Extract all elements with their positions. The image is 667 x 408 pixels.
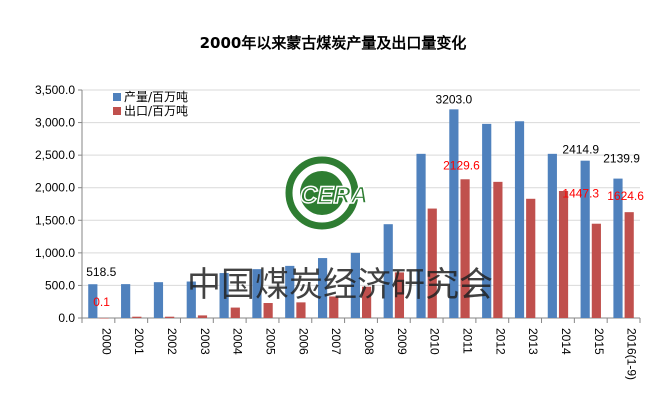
x-tick-label: 2005 — [264, 328, 278, 355]
y-tick-label: 1,000.0 — [35, 246, 75, 260]
legend-label: 出口/百万吨 — [124, 104, 188, 118]
bar-production — [449, 109, 459, 318]
bar-export — [263, 303, 273, 318]
bar-export — [526, 198, 536, 318]
bar-production — [580, 160, 590, 318]
data-label: 3203.0 — [436, 92, 473, 106]
x-tick-label: 2009 — [395, 328, 409, 355]
bar-production — [88, 284, 98, 318]
x-tick-label: 2010 — [428, 328, 442, 355]
x-tick-label: 2008 — [362, 328, 376, 355]
bar-export — [296, 302, 306, 318]
bars — [88, 109, 634, 319]
bar-export — [99, 317, 109, 319]
bar-export — [591, 223, 601, 318]
y-tick-label: 2,000.0 — [35, 181, 75, 195]
bar-production — [252, 269, 262, 318]
bar-export — [132, 316, 142, 318]
axes: 0.0 500.0 1,000.0 1,500.0 2,000.0 2,500.0 3,00… — [35, 83, 641, 380]
data-label: 1447.3 — [562, 187, 599, 201]
watermark: CERA 中国煤炭经济研究会 — [187, 156, 493, 305]
bar-production — [285, 265, 295, 318]
x-tick-label: 2002 — [165, 328, 179, 355]
bar-export — [558, 190, 569, 318]
data-label: 2139.9 — [603, 152, 640, 166]
data-labels: 518.5 0.1 3203.0 2129.6 2414.9 1447.3 2139.9 16… — [86, 92, 644, 309]
bar-production — [350, 252, 360, 318]
bar-export — [197, 315, 208, 318]
y-tick-label: 2,500.0 — [35, 148, 75, 162]
data-label: 2129.6 — [443, 158, 480, 172]
x-tick-label: 2006 — [296, 328, 310, 355]
watermark-text: 中国煤炭经济研究会 — [187, 265, 493, 305]
bar-production — [383, 224, 393, 318]
x-tick-label: 2007 — [329, 328, 343, 355]
bar-export — [394, 272, 405, 318]
x-tick-label: 2015 — [592, 328, 606, 355]
bar-production — [219, 273, 229, 318]
bar-export — [427, 208, 437, 318]
bar-production — [186, 281, 196, 318]
data-label: 2414.9 — [562, 143, 599, 157]
bar-export — [329, 296, 339, 318]
chart-title: 2000年以来蒙古煤炭产量及出口量变化 — [200, 34, 467, 52]
bar-export — [362, 286, 372, 318]
bar-export — [624, 212, 634, 318]
legend-swatch — [113, 93, 121, 101]
bar-export — [493, 181, 503, 318]
x-tick-label: 2001 — [132, 328, 146, 355]
bar-production — [121, 284, 131, 318]
bar-production — [514, 121, 525, 318]
y-tick-label: 0.0 — [58, 311, 75, 325]
bar-production — [482, 123, 492, 318]
bar-export — [165, 316, 175, 318]
y-tick-label: 3,000.0 — [35, 116, 75, 130]
bar-production — [416, 153, 426, 318]
bar-production — [153, 282, 164, 318]
legend-swatch — [113, 107, 121, 115]
x-tick-label: 2013 — [526, 328, 540, 355]
bar-export — [460, 179, 470, 318]
x-tick-label: 2004 — [231, 328, 245, 355]
x-tick-label: 2016(1-9) — [625, 328, 639, 380]
legend-label: 产量/百万吨 — [124, 90, 188, 104]
y-tick-label: 3,500.0 — [35, 83, 75, 97]
y-tick-label: 500.0 — [45, 278, 75, 292]
bar-production — [547, 153, 557, 318]
data-label: 518.5 — [86, 265, 116, 279]
bar-production — [317, 258, 328, 318]
x-tick-label: 2011 — [460, 328, 474, 354]
watermark-logo-text: CERA — [300, 182, 368, 209]
data-label: 0.1 — [93, 295, 110, 309]
watermark-logo-core — [300, 171, 344, 215]
x-tick-label: 2014 — [559, 328, 573, 355]
gridlines — [82, 89, 640, 286]
bar-export — [230, 307, 240, 318]
x-tick-label: 2012 — [493, 328, 507, 355]
x-tick-label: 2003 — [198, 328, 212, 355]
data-label: 1624.6 — [607, 189, 644, 203]
x-tick-label: 2000 — [99, 328, 113, 355]
bar-production — [613, 178, 623, 318]
y-tick-label: 1,500.0 — [35, 213, 75, 227]
